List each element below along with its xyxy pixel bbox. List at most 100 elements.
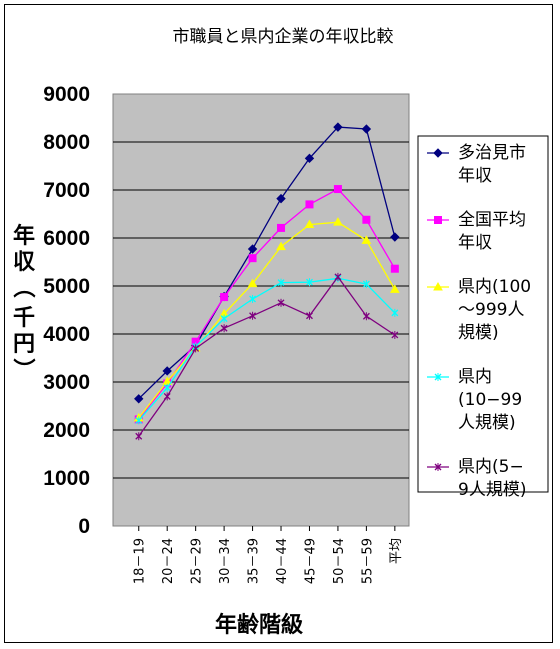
legend-label: 年収	[458, 233, 492, 253]
x-tick-label: 40－44	[275, 538, 290, 584]
data-point	[276, 193, 286, 204]
series-line	[138, 188, 396, 420]
x-tick-label: 18－19	[133, 538, 148, 584]
plot-area	[112, 93, 410, 527]
data-point	[220, 314, 228, 323]
data-point	[362, 215, 371, 224]
series-4	[135, 274, 399, 425]
data-point	[162, 366, 172, 376]
data-point	[249, 311, 257, 320]
data-point	[306, 278, 313, 287]
data-point	[389, 284, 400, 293]
data-point	[362, 280, 370, 289]
x-tick-label: 20－24	[161, 538, 176, 584]
legend	[417, 135, 549, 493]
legend-label: 県内	[458, 367, 492, 387]
y-axis-title-char: 年	[13, 223, 35, 249]
legend-label: 年収	[458, 166, 492, 186]
y-axis-title-char: 収	[13, 250, 36, 275]
x-axis-ticks: 18－19 20－24 25－29 30－34 35－39 40－44 45－49 50－54…	[133, 526, 404, 584]
data-point	[248, 254, 257, 263]
data-point	[334, 272, 342, 281]
y-tick-label: 5000	[43, 275, 90, 298]
series-line	[138, 277, 396, 421]
grid-lines	[113, 141, 409, 479]
x-tick-label: 50－54	[332, 538, 347, 584]
y-axis-title-char: 円	[13, 332, 35, 357]
y-axis-title-char: ）	[10, 358, 35, 380]
x-tick-label: 30－34	[218, 538, 233, 584]
data-point	[249, 294, 257, 303]
data-point	[433, 281, 443, 291]
series-5	[135, 272, 399, 441]
y-tick-label: 0	[78, 515, 90, 538]
data-point	[277, 278, 285, 287]
data-point	[304, 153, 315, 164]
x-tick-label: 45－49	[303, 538, 318, 584]
data-point	[305, 200, 314, 209]
y-tick-label: 3000	[43, 371, 90, 394]
y-axis-ticks: 0 1000 2000 3000 4000 5000 6000 7000 8000 9000	[43, 83, 90, 538]
y-axis-title-char: 千	[13, 306, 35, 331]
data-point	[433, 148, 443, 158]
data-point	[434, 373, 442, 381]
legend-entry-5: 県内(5− 9人規模)	[427, 457, 526, 500]
data-point	[333, 185, 342, 194]
legend-label: 全国平均	[458, 210, 526, 230]
legend-label: 9人規模)	[458, 480, 526, 500]
series-line	[138, 275, 396, 437]
y-tick-label: 8000	[43, 131, 90, 154]
data-point	[333, 122, 343, 132]
data-point	[277, 298, 285, 307]
legend-label: 〜999人	[458, 300, 524, 320]
data-point	[362, 312, 370, 321]
chart-title: 市職員と県内企業の年収比較	[173, 27, 394, 47]
data-point	[247, 278, 258, 288]
data-point	[220, 324, 228, 333]
x-axis-title: 年齢階級	[215, 612, 303, 638]
data-point	[135, 432, 143, 441]
y-tick-label: 2000	[43, 419, 90, 442]
y-tick-label: 1000	[43, 467, 90, 490]
x-tick-label: 平均	[389, 538, 404, 564]
data-point	[135, 416, 143, 425]
y-axis-title-char: （	[10, 276, 35, 298]
data-point	[306, 311, 313, 320]
data-point	[220, 293, 229, 302]
data-point	[247, 244, 258, 254]
data-point	[361, 235, 372, 244]
data-point	[277, 223, 286, 232]
data-point	[390, 264, 399, 273]
data-point	[163, 383, 171, 392]
data-point	[391, 308, 399, 317]
y-tick-label: 7000	[43, 179, 90, 202]
data-point	[434, 463, 442, 471]
legend-label: 多治見市	[458, 143, 526, 163]
legend-label: 県内(5−	[458, 457, 524, 477]
data-point	[134, 394, 144, 404]
legend-label: (10−99	[458, 390, 522, 410]
data-point	[304, 219, 315, 229]
x-tick-label: 35－39	[247, 538, 262, 584]
data-point	[276, 241, 286, 251]
data-point	[163, 392, 171, 401]
series-line	[138, 221, 396, 419]
y-axis-title: 年収（ 千円）	[10, 223, 36, 380]
y-tick-label: 6000	[43, 227, 90, 250]
y-tick-label: 9000	[43, 83, 90, 106]
y-tick-label: 4000	[43, 323, 90, 346]
legend-entries: 多治見市年収全国平均年収県内(100〜999人規模)県内(10−99人規模)県内…	[427, 143, 531, 500]
series-line	[138, 126, 396, 400]
data-point	[192, 344, 200, 353]
legend-label: 県内(100	[458, 277, 531, 297]
x-tick-label: 25－29	[190, 538, 205, 584]
legend-label: 人規模)	[458, 413, 516, 433]
data-point	[333, 217, 343, 226]
data-point	[361, 124, 372, 134]
x-tick-label: 55－59	[360, 538, 375, 584]
data-point	[434, 216, 442, 224]
